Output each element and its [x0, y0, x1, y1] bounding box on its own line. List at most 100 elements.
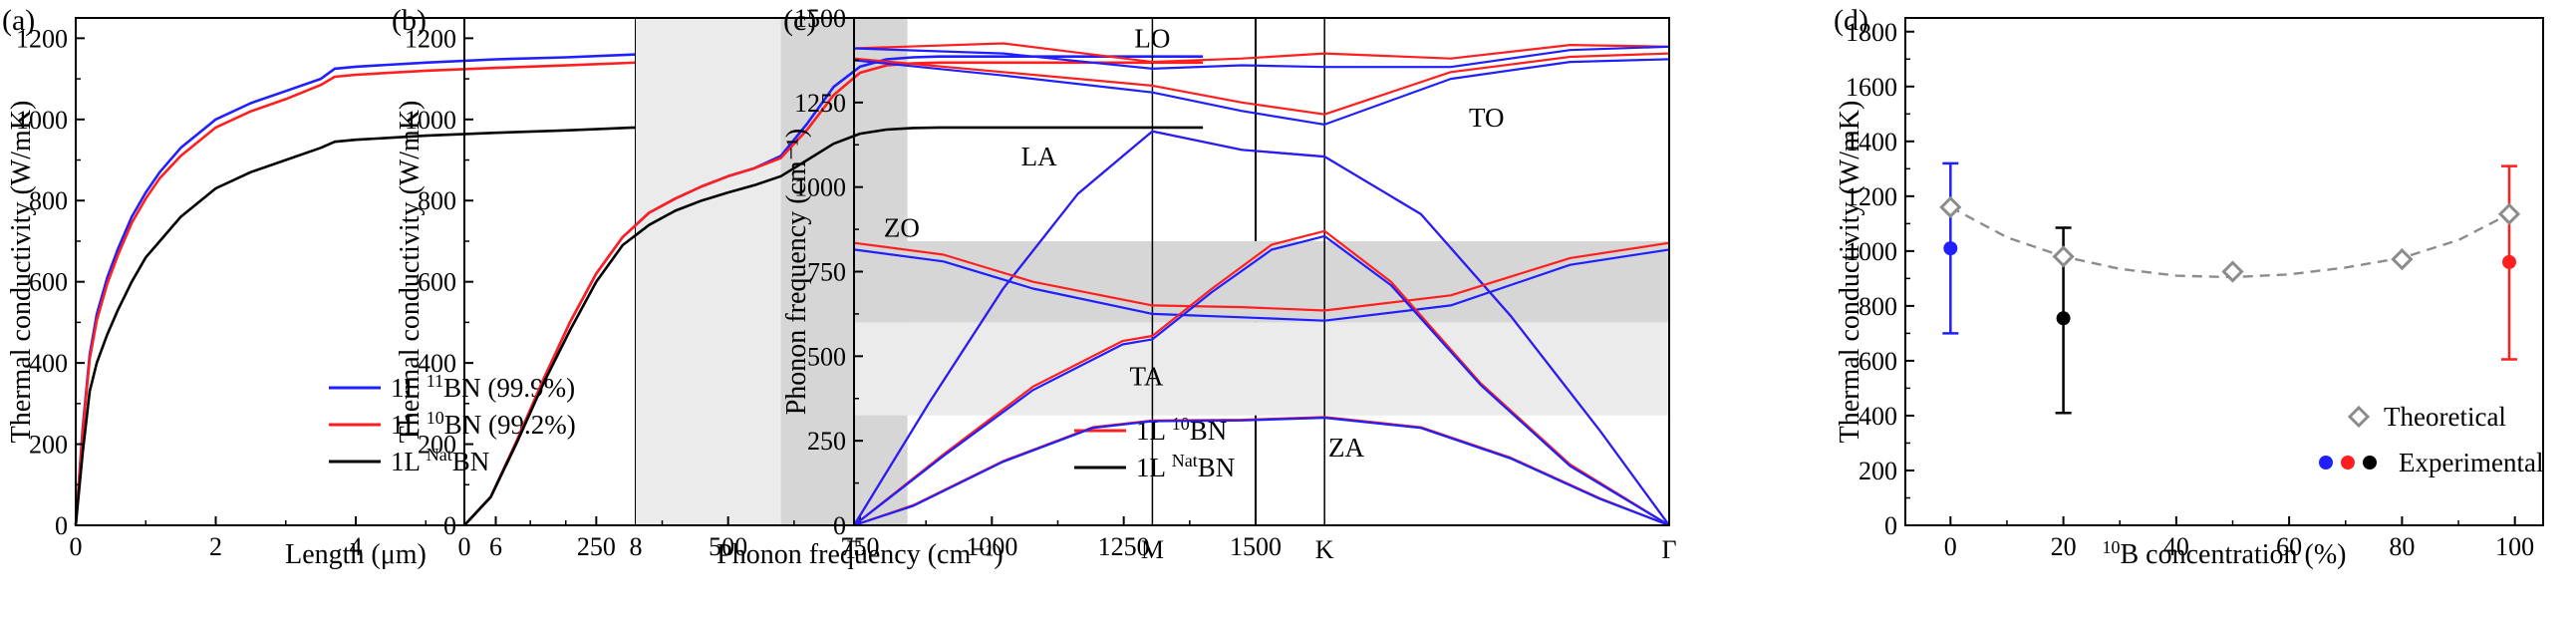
x-tick-label: 1500: [1230, 532, 1282, 561]
theoretical-point: [1939, 195, 1962, 218]
branch-la-line: [853, 130, 1670, 526]
y-tick-label: 1000: [1846, 237, 1897, 266]
branch-annotation: ZO: [884, 212, 920, 242]
theoretical-point: [2497, 202, 2521, 225]
branch-annotation: ZA: [1328, 433, 1364, 463]
branch-annotation: TO: [1469, 103, 1505, 133]
branch-lo-line: [853, 45, 1670, 71]
x-tick-label: 750: [841, 532, 880, 561]
legend-entry-superscript: 10: [1172, 414, 1190, 434]
kpoint-label: M: [1141, 535, 1164, 564]
y-tick-label: 600: [29, 268, 68, 297]
y-tick-label: 200: [29, 431, 68, 460]
x-tick-label: 1250: [1098, 532, 1150, 561]
branch-to-line: [853, 52, 1670, 116]
kpoint-label: Γ: [846, 535, 861, 564]
legend-experimental-marker: [2341, 456, 2355, 470]
x-tick-label: 500: [709, 532, 747, 561]
y-axis-label-text: Phonon frequency (cm⁻¹): [781, 129, 812, 416]
branch-ta-line: [853, 229, 1670, 526]
panel-label: (b): [392, 4, 427, 37]
legend-entry-text: 1L: [391, 447, 427, 476]
branch-zo-line: [853, 241, 1670, 312]
x-tick-label: 40: [2163, 532, 2189, 561]
branch-annotation: TA: [1130, 362, 1164, 392]
x-tick-label: 250: [577, 532, 616, 561]
branch-ta-line: [853, 234, 1670, 526]
legend-theoretical-label: Theoretical: [2384, 402, 2506, 432]
y-tick-label: 1250: [794, 89, 846, 118]
y-axis-label: Thermal conductivity (W/mK): [6, 101, 37, 444]
x-tick-label: 4: [350, 532, 363, 561]
legend-entry: 1L NatBN: [391, 445, 489, 476]
x-tick-label: 60: [2276, 532, 2302, 561]
legend-entry-text: 1L: [1136, 453, 1172, 482]
panel-c: 0 250 500 750 1000 1250 1500 Γ M K Γ LO TO LA ZO TA ZA Ph…: [781, 4, 1677, 564]
y-tick-label: 800: [29, 186, 68, 215]
x-tick-label: 2: [209, 532, 222, 561]
y-tick-label: 1200: [1846, 182, 1897, 211]
branch-annotation: LO: [1134, 23, 1170, 53]
y-tick-label: 1000: [794, 173, 846, 202]
y-tick-label: 600: [418, 268, 456, 297]
y-tick-label: 800: [418, 186, 456, 215]
x-tick-label: 6: [489, 532, 502, 561]
branch-za-line: [853, 417, 1670, 527]
kpoint-label: Γ: [1661, 535, 1676, 564]
legend-entry-superscript: 10: [427, 408, 444, 428]
y-tick-label: 400: [418, 349, 456, 378]
panel-label: (d): [1834, 4, 1868, 37]
x-tick-label: 100: [2495, 532, 2534, 561]
y-tick-label: 400: [1859, 402, 1897, 431]
legend-entry-text: BN: [1198, 453, 1236, 482]
legend-entry-superscript: 11: [427, 371, 443, 391]
y-tick-label: 1800: [1846, 18, 1897, 47]
y-tick-label: 0: [55, 511, 68, 540]
x-tick-label: 8: [630, 532, 643, 561]
legend-entry-text: 1L: [391, 410, 427, 440]
branch-za-line: [853, 416, 1670, 527]
y-tick-label: 1000: [405, 106, 456, 135]
axes-frame: [1904, 17, 2544, 526]
panel-d: 0 200 400 600 800 1000 1200 1400 1600 1800 0 20 40 60…: [1834, 4, 2544, 570]
y-tick-label: 200: [1859, 457, 1897, 485]
branch-lo-line: [853, 42, 1670, 64]
series-line-1: [74, 61, 637, 526]
series-line-2: [463, 126, 1204, 526]
y-tick-label: 250: [807, 427, 846, 456]
x-axis-label: Length (μm): [285, 539, 427, 570]
panel-label: (c): [783, 4, 816, 37]
x-tick-label: 20: [2051, 532, 2077, 561]
y-axis-label: Thermal conductivity (W/mK): [1835, 101, 1865, 444]
y-tick-label: 1500: [794, 4, 846, 33]
shaded-region-light: [854, 322, 1669, 416]
y-axis-label: Phonon frequency (cm⁻¹): [781, 129, 812, 416]
y-tick-label: 1000: [16, 106, 68, 135]
y-axis-label: Thermal conductivity (W/mK): [395, 101, 426, 444]
y-tick-label: 600: [1859, 347, 1897, 376]
y-tick-label: 200: [418, 431, 456, 460]
y-tick-label: 0: [443, 511, 456, 540]
legend-entry-text: 1L: [391, 373, 427, 403]
branch-annotation: LA: [1021, 142, 1057, 171]
y-tick-label: 800: [1859, 292, 1897, 321]
y-tick-label: 750: [807, 258, 846, 287]
legend-entry-superscript: Nat: [1172, 451, 1198, 471]
legend-entry: 1L 10BN (99.2%): [391, 408, 576, 440]
series-line-0: [74, 53, 637, 526]
x-axis-label: Phonon frequency (cm⁻¹): [716, 539, 1003, 570]
branch-to-line: [853, 58, 1670, 127]
legend-experimental-marker: [2363, 456, 2377, 470]
legend-entry-text: BN: [452, 447, 490, 476]
legend-entry: 1L 11BN (99.9%): [391, 371, 575, 403]
x-axis-label: 10B concentration (%): [2102, 537, 2346, 570]
branch-zo-line: [853, 248, 1670, 322]
legend-entry: 1L 10BN: [1136, 414, 1227, 446]
experimental-point: [2056, 311, 2071, 326]
y-tick-label: 400: [29, 349, 68, 378]
experimental-point: [1943, 241, 1958, 256]
x-axis-label-text: B concentration (%): [2120, 539, 2346, 570]
y-tick-label: 0: [833, 511, 846, 540]
